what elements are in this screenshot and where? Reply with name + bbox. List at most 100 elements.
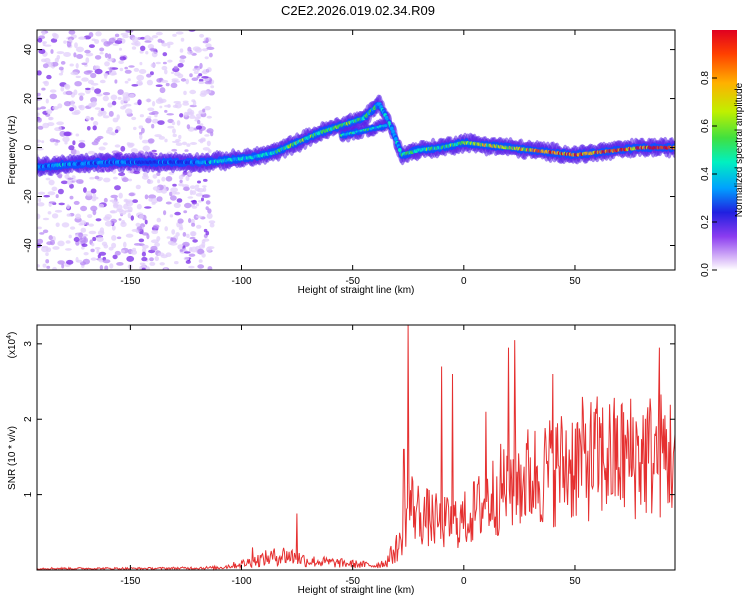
noise-blob [68, 145, 75, 151]
noise-blob [147, 107, 155, 112]
noise-blob [49, 239, 56, 246]
noise-blob [191, 77, 199, 81]
x-tick-label: -50 [345, 276, 360, 287]
noise-blob [169, 191, 173, 197]
noise-blob [199, 33, 205, 38]
noise-blob [114, 129, 119, 134]
noise-blob [110, 194, 118, 199]
noise-blob [43, 80, 50, 87]
noise-blob [139, 134, 143, 140]
noise-blob [55, 194, 59, 199]
noise-blob [41, 245, 49, 249]
noise-blob [96, 93, 103, 97]
noise-blob [165, 82, 170, 87]
noise-blob [78, 105, 83, 109]
noise-blob [70, 149, 77, 155]
noise-blob [152, 186, 160, 191]
noise-blob [63, 131, 72, 137]
noise-blob [201, 197, 204, 202]
noise-blob [42, 229, 49, 234]
noise-blob [179, 113, 184, 118]
noise-blob [58, 202, 65, 206]
noise-blob [147, 138, 155, 144]
noise-blob [125, 233, 134, 238]
noise-blob [202, 147, 210, 151]
noise-blob [189, 104, 197, 108]
noise-blob [149, 257, 154, 262]
noise-blob [88, 44, 95, 48]
noise-blob [206, 46, 215, 51]
noise-blob [137, 99, 142, 106]
noise-blob [52, 106, 59, 110]
noise-blob [109, 67, 113, 73]
noise-blob [111, 225, 116, 231]
noise-blob [189, 236, 196, 240]
noise-blob [181, 141, 188, 146]
noise-blob [156, 196, 163, 202]
noise-blob [175, 142, 183, 146]
ridge-peak [383, 124, 388, 127]
noise-blob [75, 150, 80, 157]
noise-blob [85, 57, 90, 64]
noise-blob [56, 51, 65, 55]
noise-blob [81, 62, 88, 66]
noise-blob [76, 46, 84, 53]
noise-blob [167, 44, 171, 49]
noise-blob [203, 90, 212, 94]
noise-blob [206, 67, 212, 73]
noise-blob [202, 187, 207, 192]
noise-blob [194, 65, 199, 69]
noise-blob [47, 122, 55, 127]
noise-blob [95, 218, 102, 222]
noise-blob [114, 185, 121, 191]
noise-blob [151, 201, 156, 205]
ridge-peak [394, 137, 398, 141]
noise-blob [157, 252, 165, 257]
noise-blob [161, 176, 166, 182]
noise-blob [64, 84, 69, 89]
noise-blob [191, 205, 198, 209]
noise-blob [76, 54, 84, 59]
noise-blob [102, 259, 111, 264]
noise-blob [95, 137, 101, 141]
noise-blob [173, 202, 181, 208]
noise-blob [120, 99, 124, 105]
noise-blob [73, 200, 80, 205]
noise-blob [203, 228, 208, 233]
noise-blob [99, 79, 106, 84]
noise-blob [72, 140, 76, 146]
noise-blob [186, 124, 191, 130]
noise-blob [86, 126, 91, 131]
noise-blob [92, 236, 97, 242]
noise-blob [81, 246, 85, 250]
noise-blob [99, 52, 104, 55]
noise-blob [123, 97, 131, 102]
noise-blob [171, 148, 178, 152]
noise-blob [93, 65, 99, 70]
noise-blob [123, 203, 129, 210]
x-tick-label: 50 [569, 576, 581, 587]
noise-blob [55, 139, 61, 143]
noise-blob [54, 142, 59, 146]
noise-blob [208, 149, 212, 154]
noise-blob [122, 92, 130, 99]
noise-blob [83, 187, 87, 193]
noise-blob [151, 229, 159, 235]
noise-blob [161, 42, 168, 47]
noise-blob [39, 232, 45, 235]
colorbar-tick-label: 0.8 [700, 71, 711, 85]
noise-blob [94, 88, 102, 94]
noise-blob [124, 103, 132, 107]
noise-blob [66, 204, 70, 210]
noise-blob [37, 264, 40, 268]
noise-blob [155, 31, 163, 36]
noise-blob [114, 144, 121, 148]
noise-blob [159, 105, 163, 109]
noise-blob [37, 139, 42, 143]
noise-blob [48, 201, 56, 204]
noise-blob [121, 219, 125, 225]
noise-blob [159, 262, 165, 266]
noise-blob [48, 179, 55, 186]
noise-blob [111, 235, 117, 241]
noise-blob [179, 55, 187, 60]
